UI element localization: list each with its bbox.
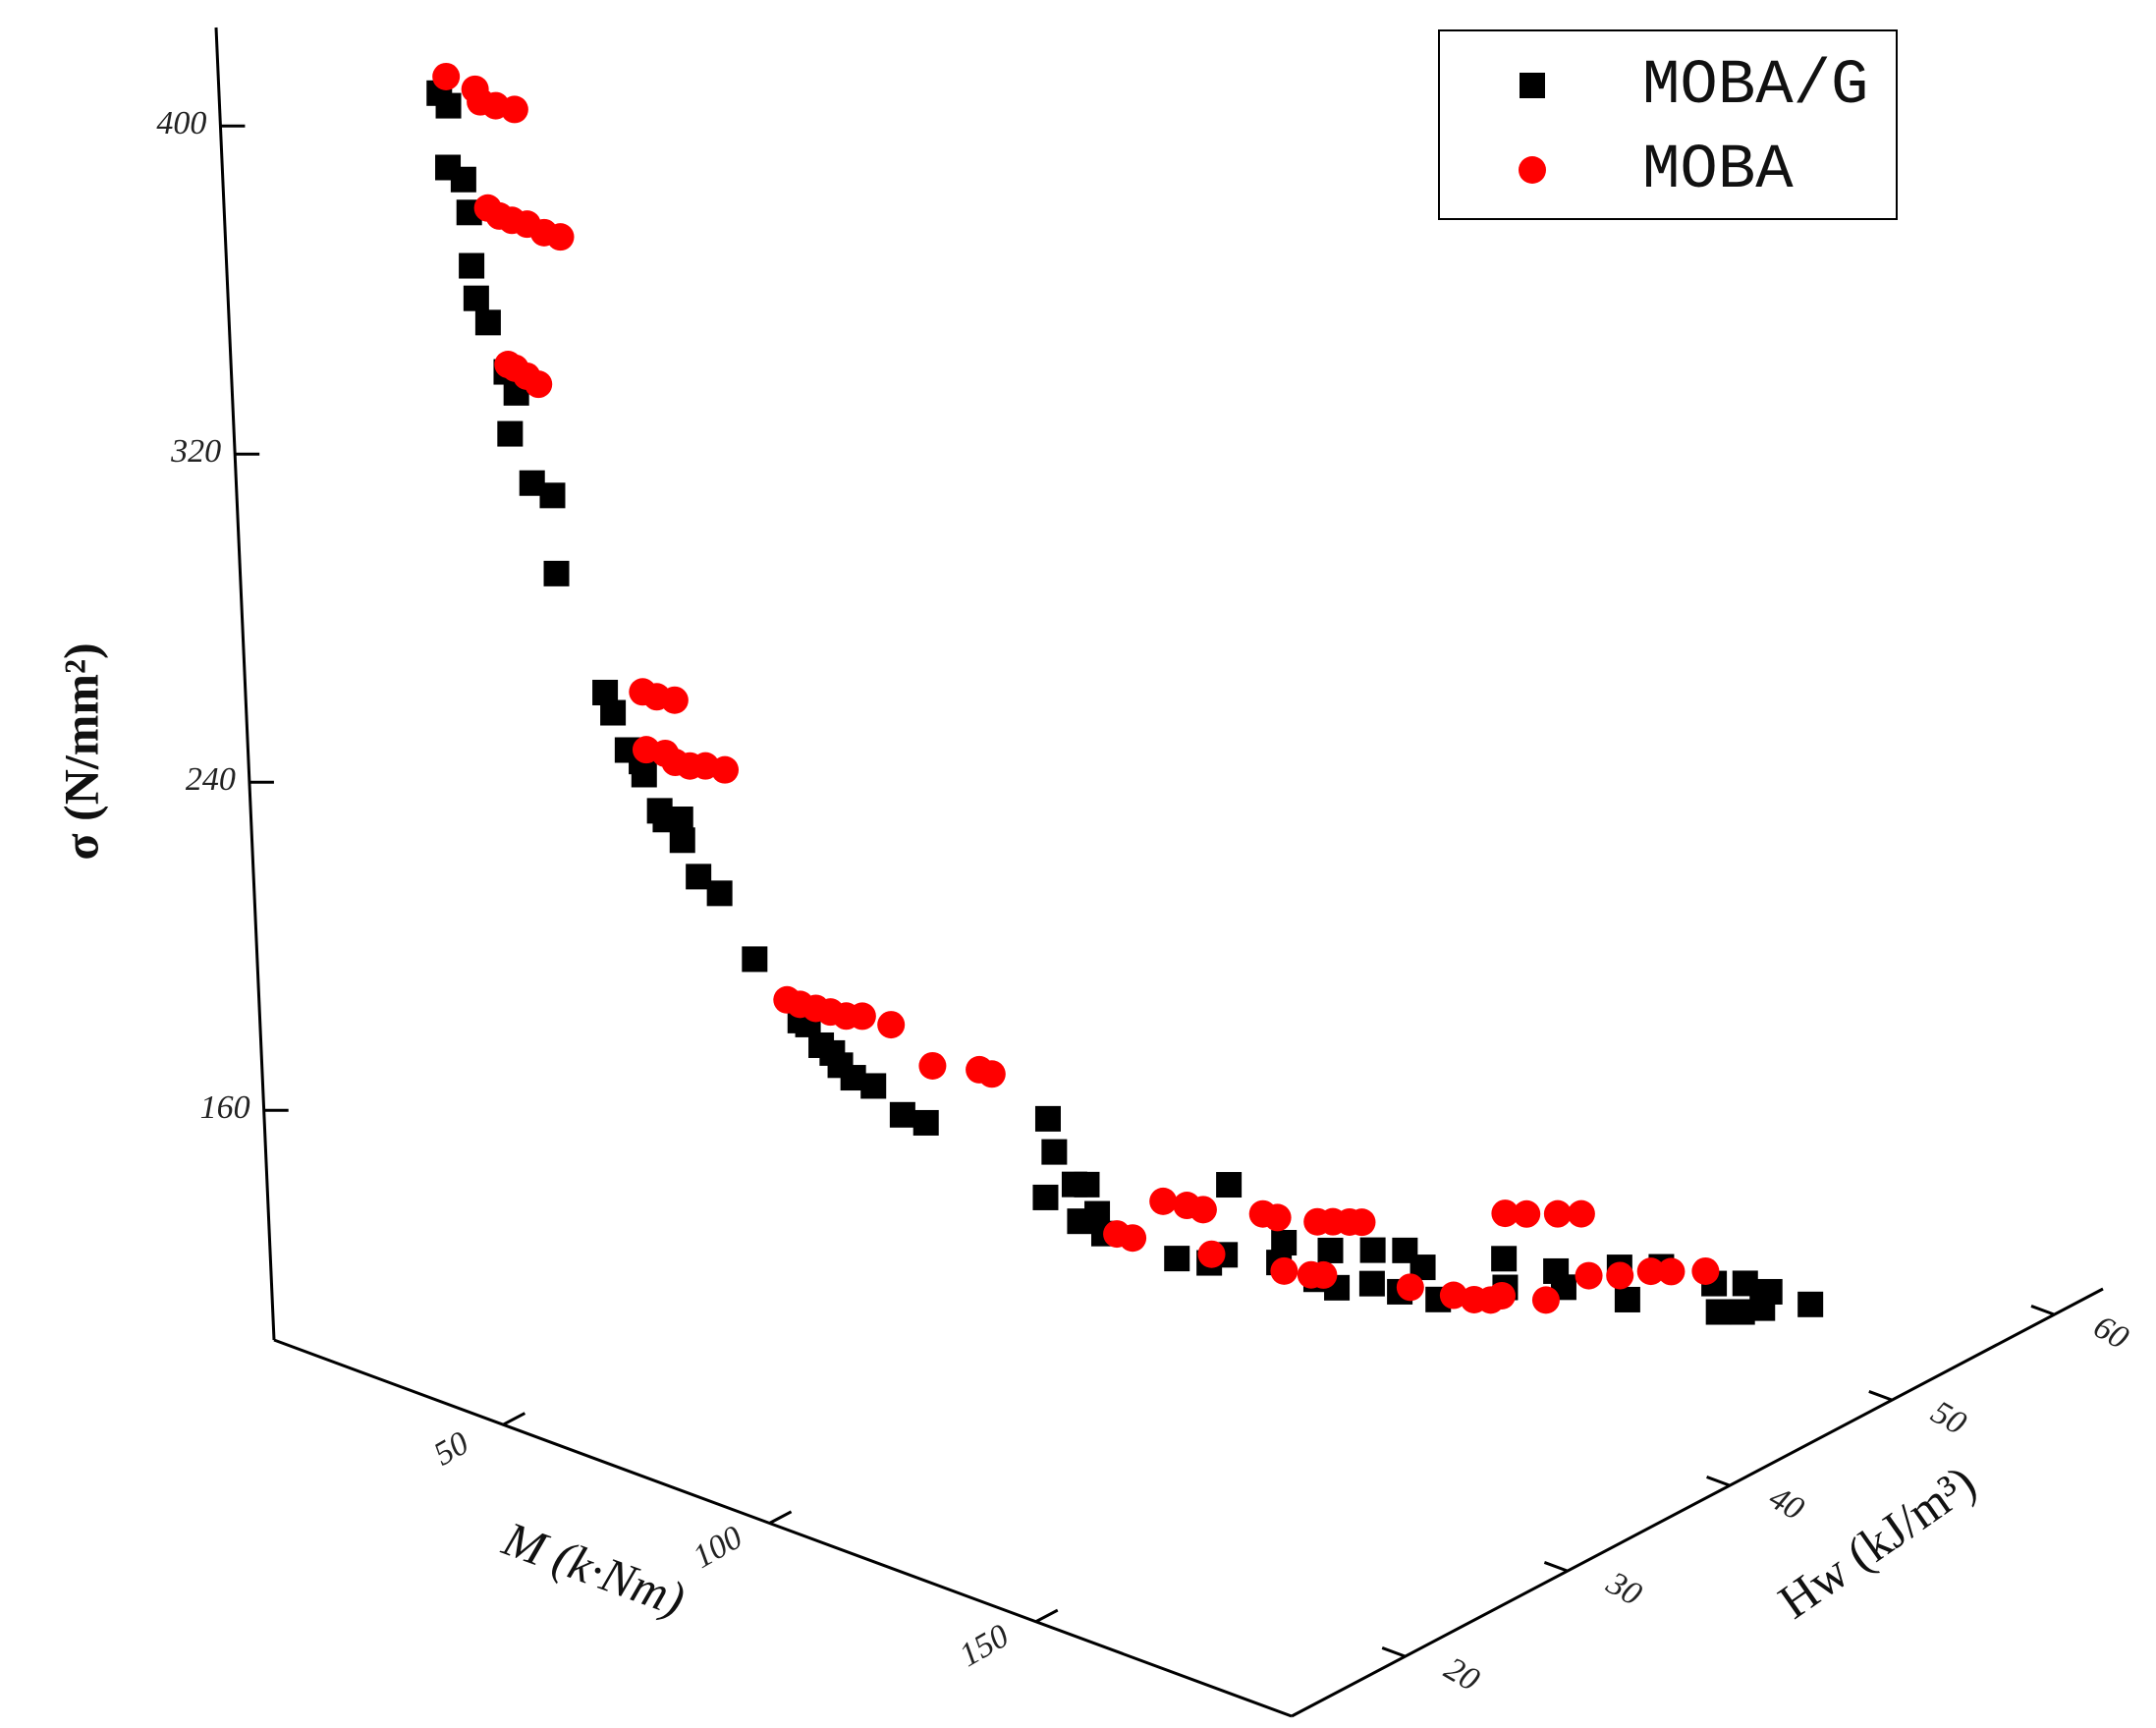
data-point (1164, 1246, 1190, 1272)
legend-marker (1519, 156, 1546, 184)
data-point (848, 1002, 876, 1031)
data-point (1074, 1171, 1100, 1198)
data-point (706, 880, 733, 907)
data-point (1032, 1184, 1059, 1210)
data-point (660, 686, 689, 714)
data-point (889, 1101, 915, 1128)
data-point (1636, 1257, 1665, 1286)
y-tick-label: 40 (1763, 1479, 1810, 1528)
data-point (1309, 1260, 1338, 1289)
data-point (474, 309, 501, 336)
legend-box (1438, 29, 1898, 220)
y-tick (2030, 1305, 2055, 1316)
data-point (525, 370, 553, 399)
data-point (912, 1109, 939, 1136)
z-tick-label: 160 (200, 1089, 250, 1126)
data-point (918, 1051, 947, 1080)
y-tick-label: 50 (1925, 1394, 1972, 1442)
data-point (1575, 1261, 1603, 1290)
data-point (1119, 1224, 1147, 1253)
x-tick (502, 1412, 526, 1426)
z-axis-title: σ (N/mm²) (53, 642, 108, 860)
data-point (600, 699, 627, 726)
data-point (1705, 1299, 1732, 1325)
data-point (1531, 1286, 1560, 1314)
data-point (1543, 1199, 1572, 1228)
data-point (877, 1011, 906, 1039)
data-point (1216, 1172, 1243, 1198)
data-point (459, 252, 485, 279)
x-tick (768, 1510, 793, 1525)
data-point (1358, 1270, 1385, 1297)
x-axis-title: M (k·Nm) (495, 1510, 691, 1626)
data-point (1270, 1256, 1299, 1285)
y-tick (1381, 1646, 1407, 1658)
legend-marker (1520, 73, 1545, 98)
data-point (1149, 1187, 1178, 1215)
data-point (977, 1060, 1006, 1088)
data-point (1317, 1237, 1344, 1263)
data-point (497, 420, 524, 447)
data-point (1513, 1199, 1541, 1228)
y-tick-label: 30 (1600, 1565, 1648, 1614)
y-tick (1543, 1561, 1569, 1573)
data-point (1606, 1261, 1634, 1290)
z-tick-label: 400 (156, 105, 206, 141)
data-point (1271, 1229, 1298, 1255)
data-point (669, 827, 695, 854)
data-point (1614, 1286, 1640, 1312)
z-axis (214, 27, 276, 1341)
data-point (1034, 1105, 1061, 1132)
x-tick-label: 150 (954, 1618, 1016, 1675)
z-tick-label: 320 (170, 433, 221, 470)
data-point (1263, 1203, 1292, 1232)
data-point (1396, 1273, 1424, 1302)
data-point (742, 946, 768, 973)
data-point (1491, 1246, 1518, 1272)
data-point (1359, 1237, 1386, 1263)
data-point (1657, 1257, 1686, 1286)
data-point (631, 761, 657, 788)
data-point (860, 1073, 887, 1099)
data-point (1491, 1199, 1520, 1228)
data-point (1197, 1240, 1226, 1268)
x-tick-label: 100 (687, 1519, 748, 1576)
y-tick-label: 20 (1438, 1650, 1485, 1699)
x-axis (273, 1338, 1293, 1718)
legend-label: MOBA/G (1642, 51, 1868, 122)
data-point (546, 223, 575, 251)
data-point (1732, 1270, 1758, 1297)
z-tick-label: 240 (186, 761, 236, 798)
data-point (1348, 1208, 1376, 1237)
data-point (1567, 1199, 1595, 1228)
data-point (435, 92, 462, 119)
x-tick (1034, 1608, 1059, 1624)
data-point (432, 62, 461, 90)
data-point (500, 95, 528, 124)
data-point (450, 166, 476, 193)
data-point (1756, 1278, 1783, 1305)
data-point (1041, 1139, 1068, 1165)
data-point (1797, 1291, 1824, 1317)
data-point (1487, 1281, 1516, 1310)
data-point (543, 560, 570, 586)
x-tick-label: 50 (428, 1424, 475, 1473)
legend-label: MOBA (1642, 136, 1794, 206)
y-tick (1706, 1476, 1731, 1487)
y-axis-title: Hw (kJ/m³) (1768, 1454, 1985, 1629)
y-tick (1868, 1390, 1893, 1402)
data-point (539, 482, 566, 509)
data-point (1439, 1281, 1467, 1310)
y-tick-label: 60 (2087, 1309, 2134, 1357)
data-point (1691, 1256, 1720, 1285)
data-point (711, 755, 740, 784)
data-point (1189, 1196, 1217, 1224)
data-point (463, 285, 489, 311)
y-axis (1291, 1287, 2104, 1718)
